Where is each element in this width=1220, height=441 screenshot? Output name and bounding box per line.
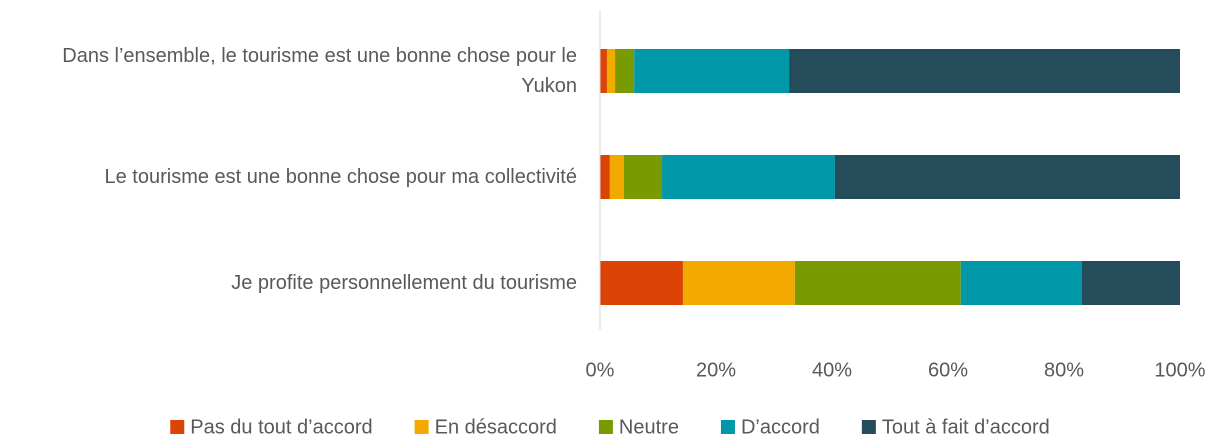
- category-label: Dans l’ensemble, le tourisme est une bon…: [62, 45, 577, 97]
- legend-swatch: [598, 420, 613, 434]
- legend-swatch: [414, 420, 429, 434]
- x-tick-label: 40%: [812, 359, 852, 381]
- bar-segment: [634, 49, 790, 93]
- x-tick-label: 60%: [928, 359, 968, 381]
- legend-label: En désaccord: [435, 416, 557, 438]
- x-tick-label: 0%: [586, 359, 615, 381]
- legend-swatch: [861, 420, 876, 434]
- legend-label: Tout à fait d’accord: [882, 416, 1050, 438]
- bar-segment: [609, 155, 624, 199]
- bar-segment: [600, 155, 610, 199]
- bar-segment: [682, 261, 795, 305]
- legend-swatch: [170, 420, 185, 434]
- bar-segment: [794, 261, 961, 305]
- bar-segment: [615, 49, 635, 93]
- category-label: Le tourisme est une bonne chose pour ma …: [104, 166, 578, 188]
- x-tick-label: 80%: [1044, 359, 1084, 381]
- bar-segment: [662, 155, 835, 199]
- category-label: Je profite personnellement du tourisme: [231, 272, 577, 294]
- x-tick-label: 100%: [1154, 359, 1205, 381]
- bar-segment: [789, 49, 1180, 93]
- bar-segment: [600, 49, 607, 93]
- bar-segment: [623, 155, 663, 199]
- legend-label: D’accord: [741, 416, 820, 438]
- bar-segment: [960, 261, 1082, 305]
- bar-segment: [600, 261, 683, 305]
- bar-segment: [834, 155, 1180, 199]
- bar-segment: [606, 49, 616, 93]
- legend-swatch: [720, 420, 735, 434]
- legend-label: Neutre: [619, 416, 679, 438]
- x-tick-label: 20%: [696, 359, 736, 381]
- bar-segment: [1081, 261, 1180, 305]
- legend-label: Pas du tout d’accord: [190, 416, 372, 438]
